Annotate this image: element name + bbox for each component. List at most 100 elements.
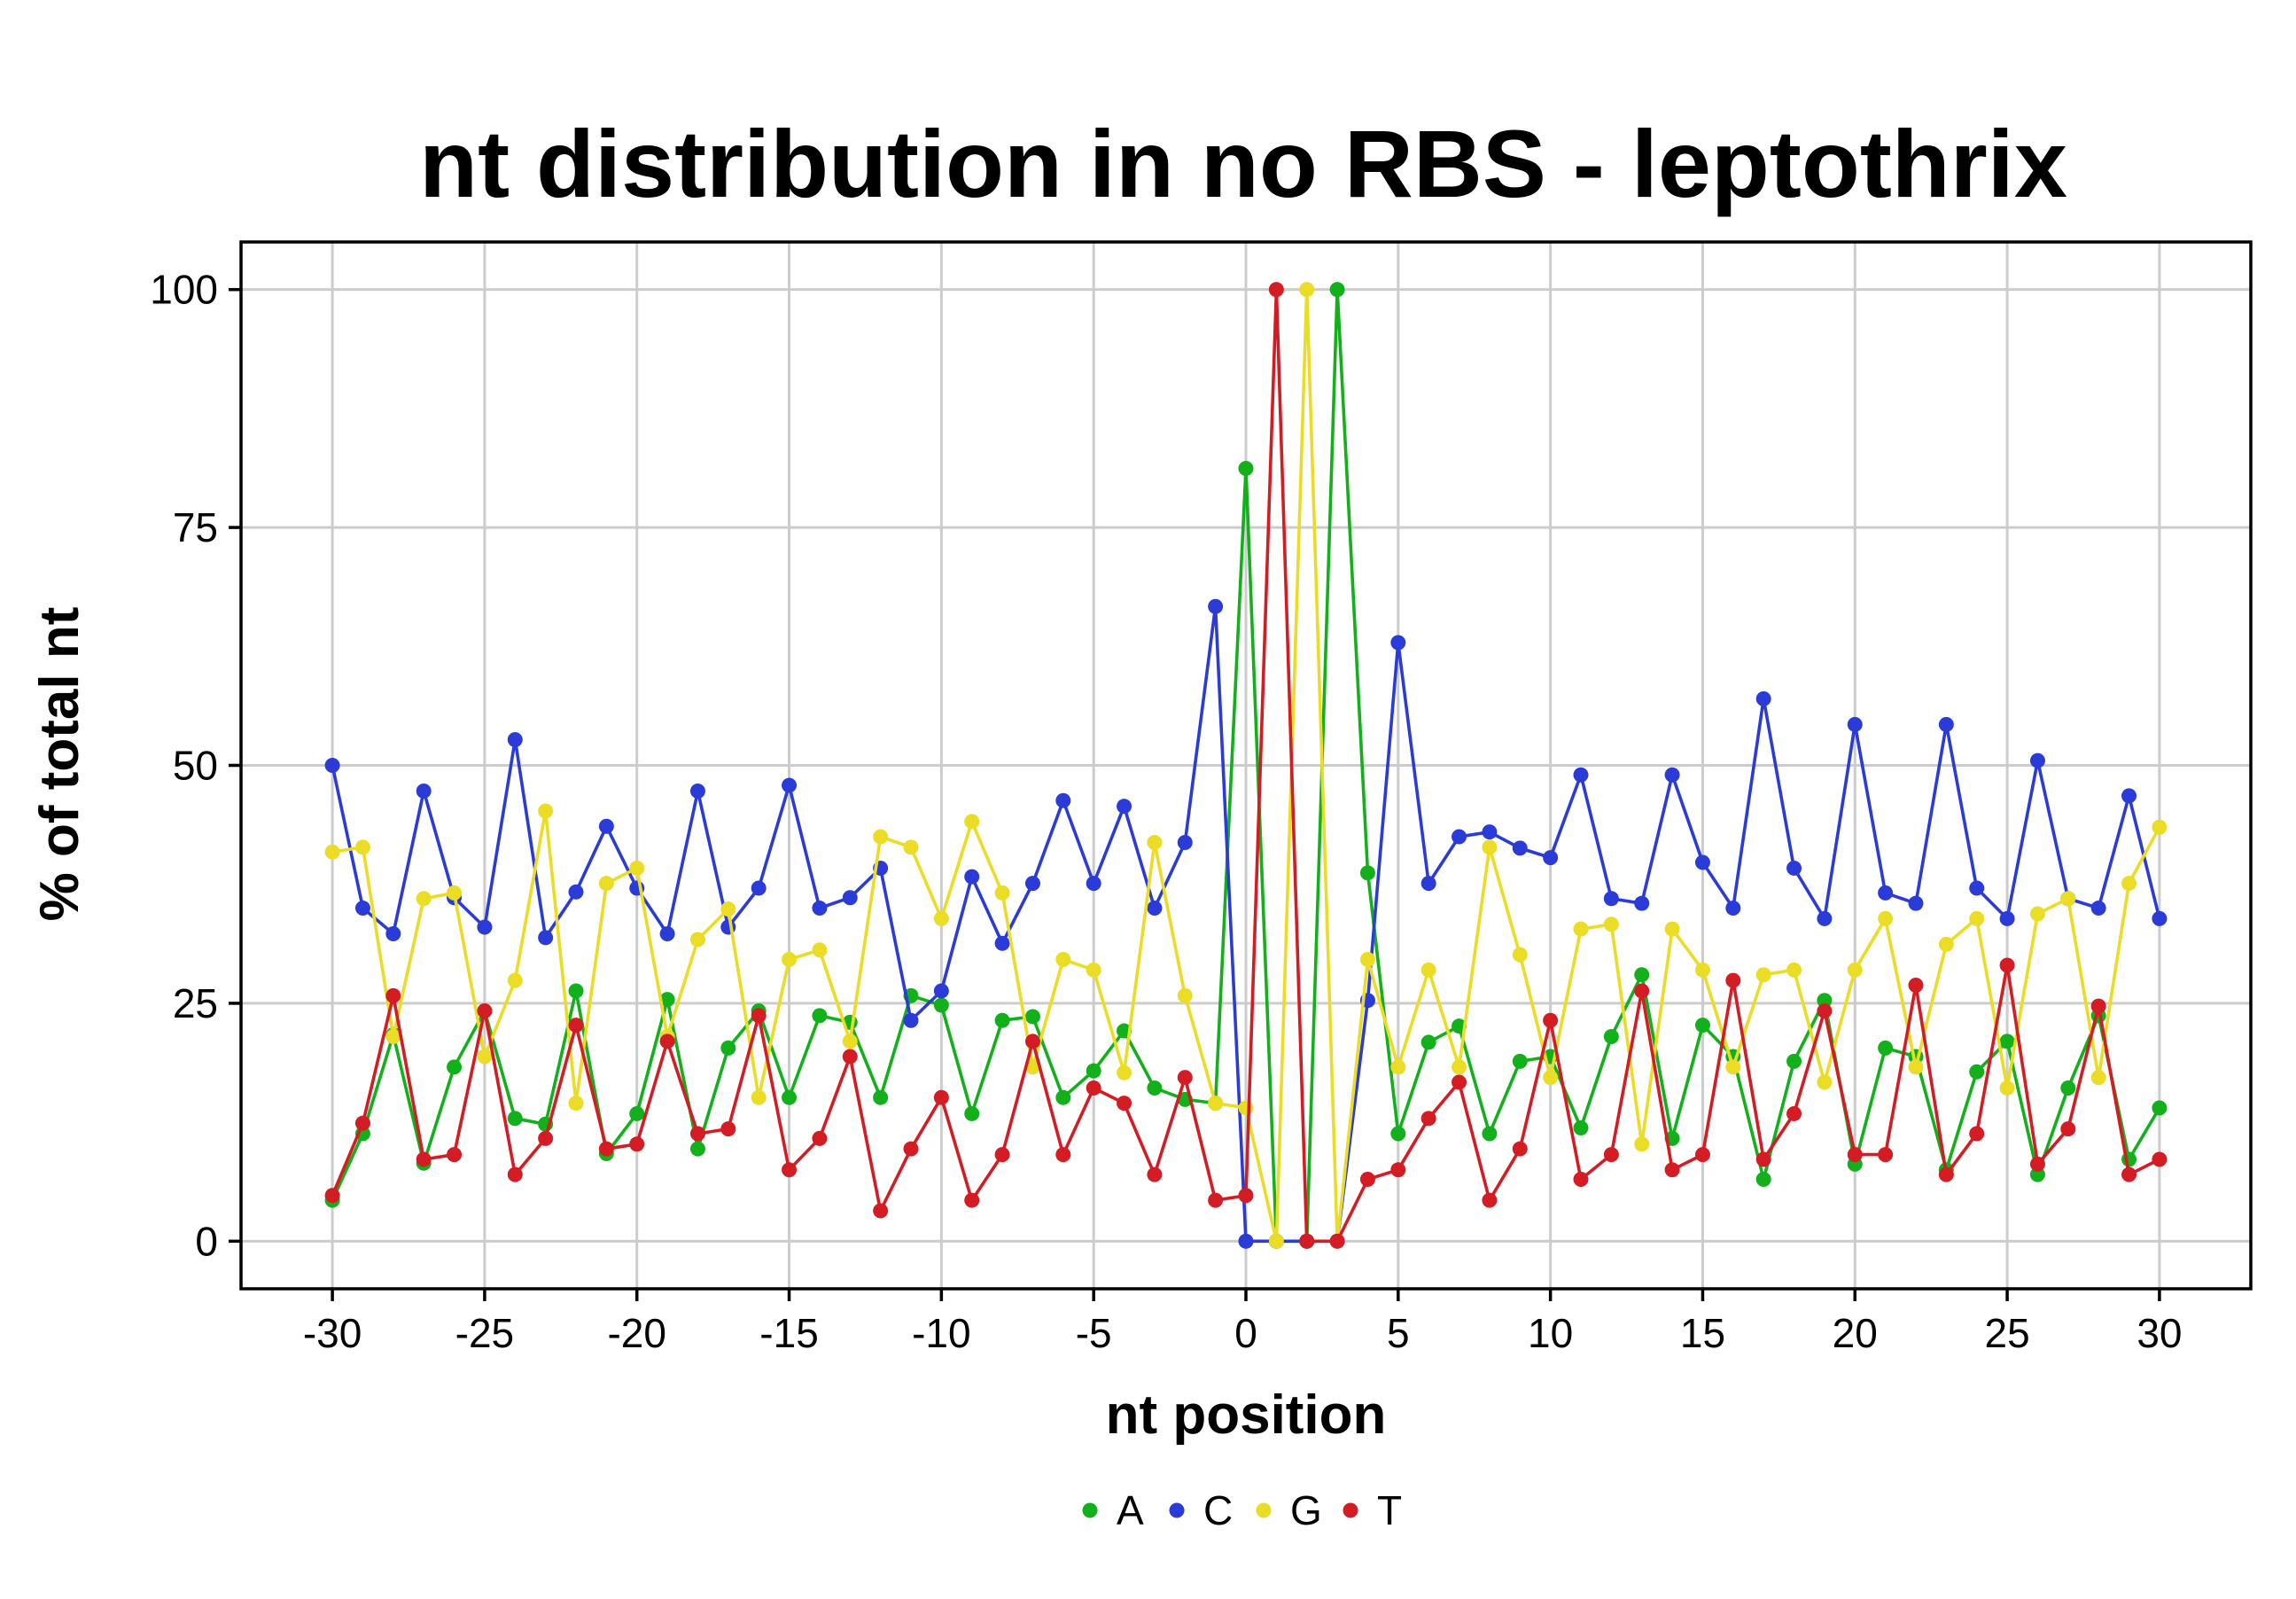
legend-key bbox=[1082, 1502, 1098, 1518]
data-point bbox=[1847, 1147, 1863, 1163]
data-point bbox=[1634, 983, 1650, 999]
data-point bbox=[1238, 461, 1254, 477]
data-point bbox=[1938, 716, 1954, 732]
data-point bbox=[1512, 1053, 1528, 1069]
data-point bbox=[1086, 1080, 1101, 1096]
x-tick-label: -30 bbox=[303, 1310, 362, 1356]
data-point bbox=[1786, 1053, 1802, 1069]
y-tick-label: 50 bbox=[173, 743, 218, 789]
data-point bbox=[1512, 947, 1528, 963]
data-point bbox=[1999, 957, 2015, 973]
data-point bbox=[1725, 972, 1741, 988]
data-point bbox=[507, 1166, 523, 1182]
data-point bbox=[477, 919, 493, 935]
data-point bbox=[933, 910, 949, 926]
data-point bbox=[782, 952, 798, 968]
data-point bbox=[1147, 901, 1163, 916]
data-point bbox=[598, 876, 614, 892]
data-point bbox=[1024, 1009, 1040, 1025]
y-axis-title: % of total nt bbox=[29, 607, 90, 922]
series-t bbox=[324, 282, 2168, 1249]
data-point bbox=[1969, 1126, 1985, 1142]
data-point bbox=[629, 1105, 645, 1121]
data-point bbox=[964, 1192, 980, 1208]
data-point bbox=[1147, 1080, 1163, 1096]
legend-item-a: A bbox=[1082, 1487, 1144, 1533]
data-point bbox=[2121, 1166, 2137, 1182]
data-point bbox=[324, 758, 340, 773]
data-point bbox=[416, 891, 432, 907]
data-point bbox=[2029, 1166, 2045, 1182]
data-point bbox=[689, 783, 705, 799]
data-point bbox=[2060, 1080, 2076, 1096]
data-point bbox=[1634, 967, 1650, 983]
chart-title: nt distribution in no RBS - leptothrix bbox=[419, 110, 2067, 217]
data-point bbox=[1664, 1162, 1680, 1178]
y-axis: 0 25 50 75 100 bbox=[150, 267, 241, 1264]
data-point bbox=[1817, 910, 1833, 926]
legend-label: A bbox=[1117, 1487, 1144, 1533]
data-point bbox=[1603, 1147, 1619, 1163]
data-point bbox=[812, 942, 828, 958]
data-point bbox=[2152, 910, 2168, 926]
data-point bbox=[1177, 834, 1193, 850]
data-point bbox=[629, 860, 645, 876]
data-point bbox=[873, 1203, 889, 1219]
data-point bbox=[324, 844, 340, 860]
x-tick-label: -20 bbox=[607, 1310, 665, 1356]
x-tick-label: 20 bbox=[1833, 1310, 1878, 1356]
data-point bbox=[1847, 716, 1863, 732]
data-point bbox=[1390, 1162, 1406, 1178]
data-point bbox=[2152, 1151, 2168, 1167]
legend-label: G bbox=[1290, 1487, 1322, 1533]
data-point bbox=[1482, 824, 1498, 840]
data-point bbox=[1908, 895, 1924, 911]
data-point bbox=[689, 1141, 705, 1157]
data-point bbox=[1086, 962, 1101, 978]
data-point bbox=[689, 932, 705, 948]
data-point bbox=[538, 803, 554, 819]
data-point bbox=[354, 901, 370, 916]
data-point bbox=[1969, 1064, 1985, 1080]
legend-key bbox=[1343, 1502, 1358, 1518]
data-point bbox=[782, 1089, 798, 1105]
data-point bbox=[1969, 880, 1985, 896]
data-point bbox=[538, 1130, 554, 1146]
data-point bbox=[1208, 1192, 1224, 1208]
data-point bbox=[1878, 885, 1894, 901]
data-point bbox=[873, 1089, 889, 1105]
data-point bbox=[1117, 1096, 1132, 1112]
data-point bbox=[659, 926, 675, 942]
data-point bbox=[447, 885, 463, 901]
data-point bbox=[385, 926, 401, 942]
x-axis: -30 -25 -20 -15 -10 -5 0 5 10 15 20 25 30 bbox=[303, 1289, 2182, 1356]
data-point bbox=[538, 930, 554, 946]
data-point bbox=[689, 1126, 705, 1142]
data-point bbox=[1299, 1233, 1315, 1249]
data-point bbox=[1024, 876, 1040, 892]
data-point bbox=[477, 1002, 493, 1018]
data-point bbox=[385, 987, 401, 1003]
x-tick-label: 0 bbox=[1234, 1310, 1257, 1356]
data-point bbox=[751, 1008, 767, 1024]
data-point bbox=[812, 901, 828, 916]
data-point bbox=[2090, 901, 2106, 916]
x-tick-label: 25 bbox=[1985, 1310, 2030, 1356]
data-point bbox=[1908, 1059, 1924, 1075]
data-point bbox=[1755, 1172, 1771, 1188]
data-point bbox=[1603, 891, 1619, 907]
legend-item-c: C bbox=[1169, 1487, 1233, 1533]
data-point bbox=[416, 1151, 432, 1167]
data-point bbox=[1482, 839, 1498, 855]
data-point bbox=[1694, 962, 1710, 978]
data-point bbox=[2090, 998, 2106, 1014]
data-point bbox=[2152, 1100, 2168, 1116]
data-point bbox=[2029, 906, 2045, 922]
data-point bbox=[1482, 1192, 1498, 1208]
legend-item-t: T bbox=[1343, 1487, 1402, 1533]
data-point bbox=[1786, 860, 1802, 876]
data-point bbox=[903, 839, 919, 855]
x-tick-label: 30 bbox=[2136, 1310, 2182, 1356]
